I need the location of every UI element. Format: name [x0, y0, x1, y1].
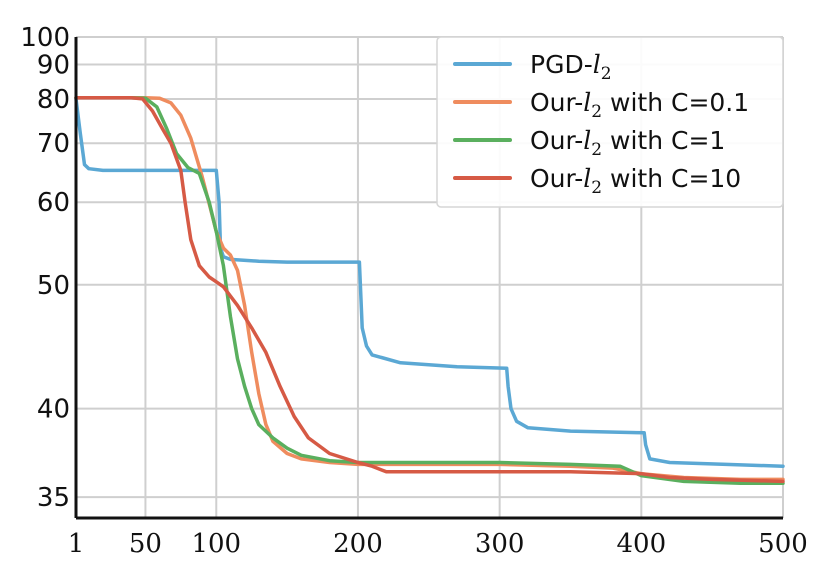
- x-tick-label: 500: [758, 529, 808, 559]
- y-tick-label: 70: [37, 129, 70, 159]
- series-line-4: [74, 96, 785, 484]
- legend-box: [436, 36, 784, 208]
- x-tick-label: 50: [129, 529, 162, 559]
- y-tick-label: 80: [37, 85, 70, 115]
- legend: PGD-l2 Our-l2 with C=0.1 Our-l2 with C=1 Ou…: [436, 36, 784, 208]
- y-tick-label: 50: [37, 271, 70, 301]
- series-line-2: [74, 96, 785, 482]
- y-tick-label: 35: [37, 483, 70, 513]
- y-tick-label: 60: [37, 188, 70, 218]
- series-line-1: [74, 97, 785, 468]
- y-tick-label: 100: [20, 23, 70, 53]
- x-tick-label: 200: [333, 529, 383, 559]
- legend-label: PGD-l2: [530, 50, 612, 84]
- legend-label: Our-l2 with C=10: [530, 164, 741, 198]
- y-tick-label: 90: [37, 51, 70, 81]
- series-lines: [74, 96, 785, 486]
- x-tick-labels: 1 50 100 200 300 400 500: [68, 529, 808, 559]
- axes: [74, 37, 783, 520]
- legend-label: Our-l2 with C=0.1: [530, 88, 749, 122]
- x-tick-label: 300: [475, 529, 525, 559]
- x-tick-label: 100: [191, 529, 241, 559]
- legend-label: Our-l2 with C=1: [530, 126, 725, 160]
- x-tick-label: 1: [68, 529, 85, 559]
- x-tick-label: 400: [616, 529, 666, 559]
- y-tick-label: 40: [37, 395, 70, 425]
